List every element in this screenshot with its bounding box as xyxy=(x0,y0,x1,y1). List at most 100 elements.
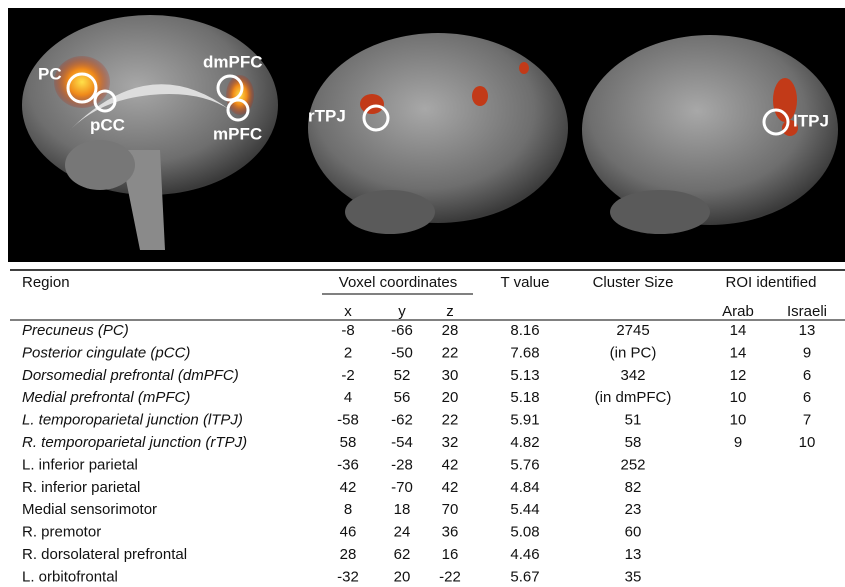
table-cell: L. temporoparietal junction (lTPJ) xyxy=(22,412,243,429)
table-cell: Medial sensorimotor xyxy=(22,501,157,518)
table-cell: 62 xyxy=(394,546,411,563)
table-cell: 10 xyxy=(730,412,747,429)
table-cell: 22 xyxy=(442,344,459,361)
table-cell: 58 xyxy=(625,434,642,451)
table-cell: -54 xyxy=(391,434,413,451)
table-cell: 14 xyxy=(730,344,747,361)
table-cell: 12 xyxy=(730,367,747,384)
header-cell: ROI identified xyxy=(726,274,817,291)
table-cell: 5.91 xyxy=(510,412,539,429)
table-cell: 56 xyxy=(394,389,411,406)
table-cell: 6 xyxy=(803,389,811,406)
table-cell: 23 xyxy=(625,501,642,518)
table-cell: -22 xyxy=(439,568,461,585)
table-cell: 35 xyxy=(625,568,642,585)
table-cell: Precuneus (PC) xyxy=(22,322,129,339)
table-cell: 51 xyxy=(625,412,642,429)
subheader-cell: Israeli xyxy=(787,303,827,320)
table-cell: 82 xyxy=(625,479,642,496)
table-cell: 5.08 xyxy=(510,524,539,541)
subheader-cell: y xyxy=(398,303,406,320)
table-cell: 22 xyxy=(442,412,459,429)
label-dmpfc: dmPFC xyxy=(203,52,263,71)
table-cell: (in PC) xyxy=(610,344,657,361)
table-cell: 4.46 xyxy=(510,546,539,563)
table-cell: 42 xyxy=(340,479,357,496)
table-cell: 5.76 xyxy=(510,456,539,473)
table-cell: 30 xyxy=(442,367,459,384)
table-cell: -28 xyxy=(391,456,413,473)
table-cell: 20 xyxy=(442,389,459,406)
table-cell: 14 xyxy=(730,322,747,339)
table-cell: R. temporoparietal junction (rTPJ) xyxy=(22,434,247,451)
page: {"figure": {"labels": {"pc": "PC", "pcc"… xyxy=(0,0,845,587)
header-cell: Voxel coordinates xyxy=(339,274,457,291)
table-cell: 2745 xyxy=(616,322,649,339)
label-mpfc: mPFC xyxy=(213,124,262,143)
table-cell: 58 xyxy=(340,434,357,451)
table-cell: 16 xyxy=(442,546,459,563)
table-cell: 5.13 xyxy=(510,367,539,384)
table-cell: L. orbitofrontal xyxy=(22,568,118,585)
label-ltpj: lTPJ xyxy=(793,111,829,130)
header-cell: Cluster Size xyxy=(593,274,674,291)
figure: PC pCC dmPFC mPFC rTPJ lTPJ Region Voxel … xyxy=(0,0,845,587)
table-cell: 7 xyxy=(803,412,811,429)
table-cell: 6 xyxy=(803,367,811,384)
table-cell: R. inferior parietal xyxy=(22,479,140,496)
table-cell: 9 xyxy=(734,434,742,451)
label-rtpj: rTPJ xyxy=(308,106,346,125)
table-cell: 7.68 xyxy=(510,344,539,361)
table-cell: 52 xyxy=(394,367,411,384)
table-cell: 10 xyxy=(799,434,816,451)
table-cell: 10 xyxy=(730,389,747,406)
table-cell: -62 xyxy=(391,412,413,429)
table-cell: 18 xyxy=(394,501,411,518)
table-cell: -66 xyxy=(391,322,413,339)
table-cell: 13 xyxy=(799,322,816,339)
table-cell: (in dmPFC) xyxy=(595,389,672,406)
table-cell: 32 xyxy=(442,434,459,451)
table-cell: 342 xyxy=(620,367,645,384)
table-cell: 4 xyxy=(344,389,352,406)
table-cell: -32 xyxy=(337,568,359,585)
table-cell: 60 xyxy=(625,524,642,541)
table-cell: 2 xyxy=(344,344,352,361)
table-cell: -36 xyxy=(337,456,359,473)
table-cell: R. premotor xyxy=(22,524,101,541)
table-cell: L. inferior parietal xyxy=(22,456,138,473)
table-cell: 4.82 xyxy=(510,434,539,451)
table-cell: 5.18 xyxy=(510,389,539,406)
table-cell: -2 xyxy=(341,367,354,384)
label-pc: PC xyxy=(38,64,62,83)
subheader-cell: Arab xyxy=(722,303,754,320)
table-cell: 36 xyxy=(442,524,459,541)
table-cell: Dorsomedial prefrontal (dmPFC) xyxy=(22,367,239,384)
table-cell: -58 xyxy=(337,412,359,429)
table-cell: -8 xyxy=(341,322,354,339)
table-cell: 4.84 xyxy=(510,479,539,496)
table-cell: 13 xyxy=(625,546,642,563)
table-cell: 8 xyxy=(344,501,352,518)
table-cell: R. dorsolateral prefrontal xyxy=(22,546,187,563)
header-cell: Region xyxy=(22,274,70,291)
table-cell: 24 xyxy=(394,524,411,541)
subheader-cell: z xyxy=(446,303,454,320)
table-cell: 5.67 xyxy=(510,568,539,585)
table-cell: Posterior cingulate (pCC) xyxy=(22,344,190,361)
table-cell: 42 xyxy=(442,479,459,496)
header-cell: T value xyxy=(501,274,550,291)
table-cell: 28 xyxy=(442,322,459,339)
table-cell: 9 xyxy=(803,344,811,361)
table-cell: 28 xyxy=(340,546,357,563)
table-cell: -70 xyxy=(391,479,413,496)
table-cell: 252 xyxy=(620,456,645,473)
table-cell: 5.44 xyxy=(510,501,539,518)
table-cell: 8.16 xyxy=(510,322,539,339)
table-cell: 20 xyxy=(394,568,411,585)
table-cell: 46 xyxy=(340,524,357,541)
table-cell: Medial prefrontal (mPFC) xyxy=(22,389,190,406)
label-pcc: pCC xyxy=(90,115,125,134)
table-cell: 42 xyxy=(442,456,459,473)
subheader-cell: x xyxy=(344,303,352,320)
